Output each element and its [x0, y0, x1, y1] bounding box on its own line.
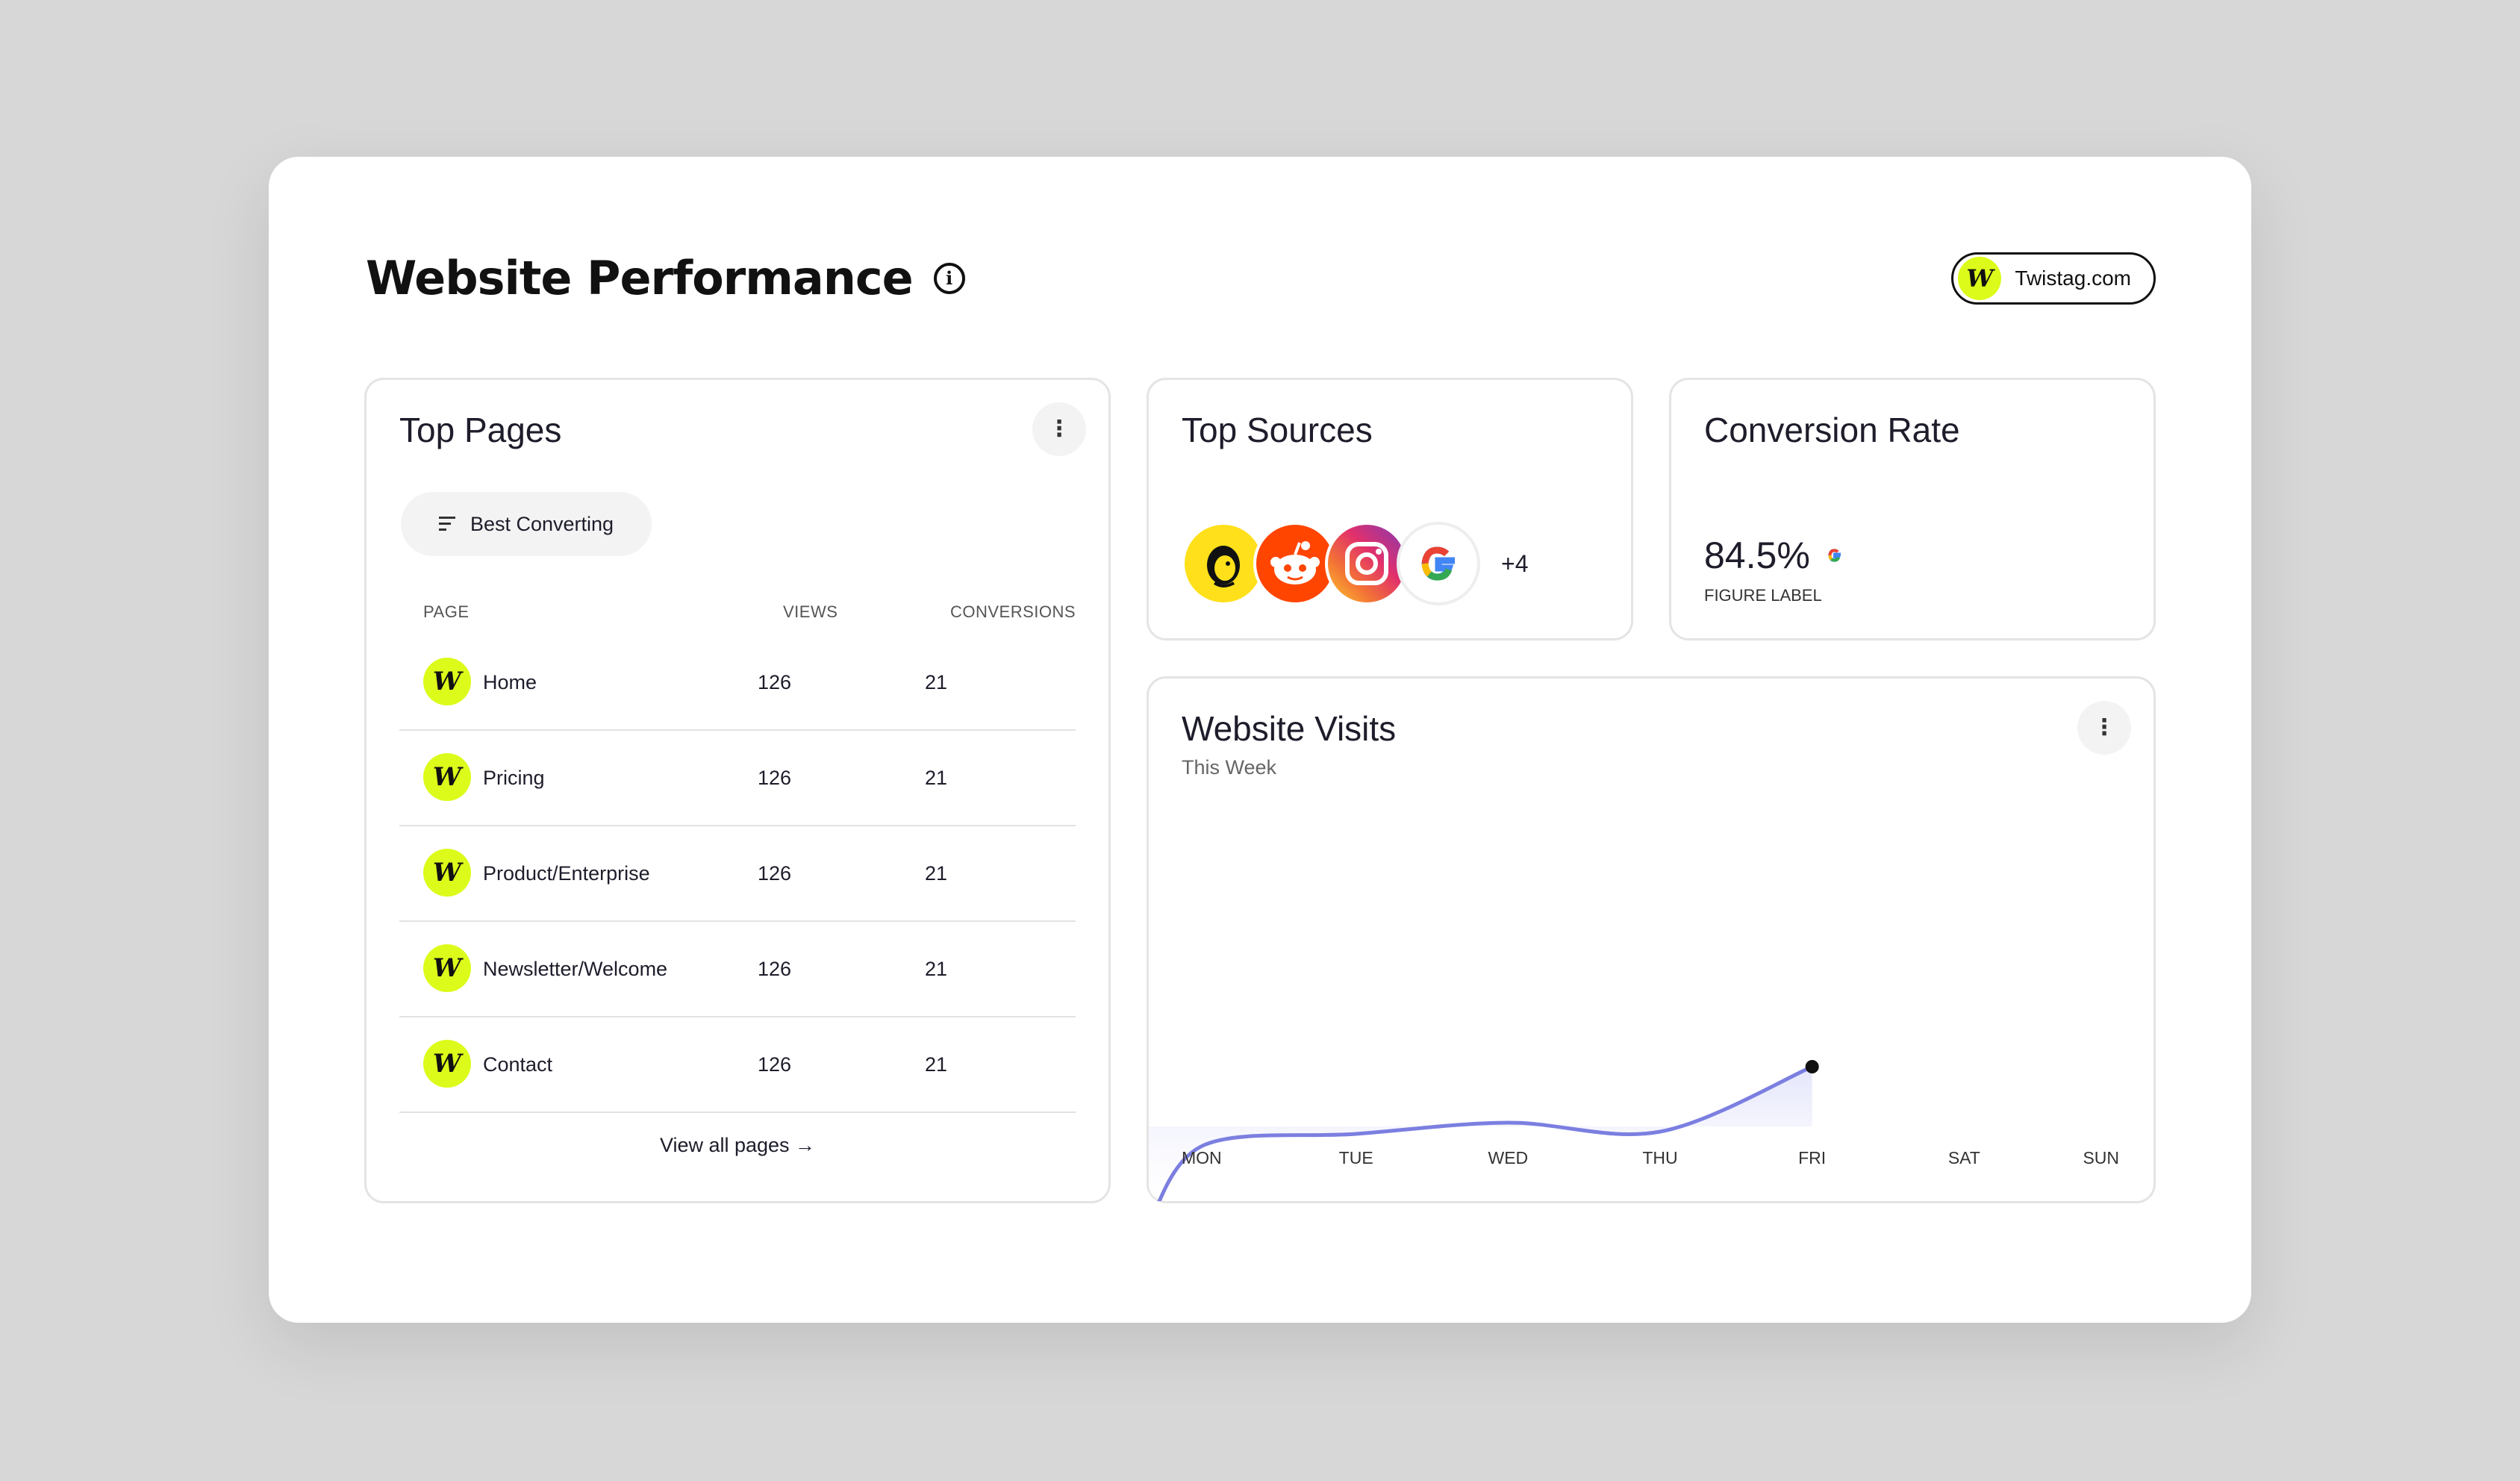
- column-header-conversions[interactable]: CONVERSIONS: [950, 602, 1076, 621]
- page-conversions: 21: [925, 1053, 948, 1076]
- twistag-logo-icon: W: [423, 1040, 471, 1088]
- top-sources-title: Top Sources: [1182, 411, 1373, 449]
- top-pages-title: Top Pages: [399, 411, 562, 449]
- brand-label: Twistag.com: [2015, 266, 2131, 290]
- page-title: Website Performance: [366, 251, 914, 305]
- page-conversions: 21: [925, 958, 948, 980]
- sort-label: Best Converting: [470, 512, 614, 535]
- twistag-logo-icon: W: [423, 658, 471, 705]
- visits-area-fill: [1149, 1067, 1812, 1201]
- top-sources-card: Top Sources: [1147, 378, 1633, 640]
- conversion-rate-card: Conversion Rate 84.5% FIGURE LABEL: [1669, 378, 2156, 640]
- x-tick-label: SAT: [1948, 1148, 1980, 1167]
- title-row: Website Performance i: [366, 251, 965, 305]
- visits-current-point[interactable]: [1805, 1060, 1819, 1073]
- brand-selector-button[interactable]: W Twistag.com: [1951, 252, 2156, 305]
- more-options-icon[interactable]: ⋮: [1032, 402, 1086, 456]
- page-views: 126: [758, 958, 792, 980]
- top-pages-card: Top Pages ⋮ Best Converting PAGE VIEWS C…: [364, 378, 1111, 1203]
- x-tick-label: MON: [1182, 1148, 1222, 1167]
- visits-series-line: [1157, 1064, 1813, 1201]
- twistag-logo-icon: W: [423, 849, 471, 897]
- page-name: Contact: [483, 1053, 553, 1076]
- figure-label: FIGURE LABEL: [1704, 586, 1822, 605]
- column-header-page[interactable]: PAGE: [423, 602, 470, 621]
- google-icon[interactable]: [1397, 522, 1480, 605]
- table-row[interactable]: W Newsletter/Welcome 126 21: [399, 922, 1076, 1017]
- info-icon[interactable]: i: [933, 262, 965, 294]
- more-options-icon[interactable]: ⋮: [2077, 701, 2131, 755]
- table-row[interactable]: W Contact 126 21: [399, 1017, 1076, 1113]
- more-sources-count[interactable]: +4: [1501, 549, 1529, 577]
- website-visits-subtitle: This Week: [1182, 756, 1277, 779]
- mailchimp-icon[interactable]: [1182, 522, 1265, 605]
- x-tick-label: WED: [1488, 1148, 1528, 1167]
- sort-button[interactable]: Best Converting: [401, 492, 652, 556]
- twistag-logo-icon: W: [1958, 257, 2002, 300]
- page-name: Newsletter/Welcome: [483, 958, 668, 980]
- page-name: Home: [483, 671, 537, 693]
- page-conversions: 21: [925, 862, 948, 885]
- table-row[interactable]: W Home 126 21: [399, 635, 1076, 731]
- table-row[interactable]: W Product/Enterprise 126 21: [399, 826, 1076, 922]
- table-row[interactable]: W Pricing 126 21: [399, 731, 1076, 826]
- column-header-views[interactable]: VIEWS: [783, 602, 838, 621]
- website-visits-chart: MON TUE WED THU FRI SAT SUN: [1149, 1060, 2119, 1201]
- page-views: 126: [758, 1053, 792, 1076]
- x-tick-label: TUE: [1339, 1148, 1373, 1167]
- page-views: 126: [758, 671, 792, 693]
- website-performance-panel: Website Performance i W Twistag.com Top …: [269, 157, 2251, 1323]
- page-conversions: 21: [925, 767, 948, 789]
- view-all-pages-link[interactable]: View all pages →: [659, 1134, 816, 1156]
- source-avatars: +4: [1182, 522, 1528, 605]
- x-tick-label: THU: [1642, 1148, 1677, 1167]
- page-views: 126: [758, 862, 792, 885]
- page-name: Pricing: [483, 767, 545, 789]
- twistag-logo-icon: W: [423, 753, 471, 801]
- page-conversions: 21: [925, 671, 948, 693]
- x-tick-label: SUN: [2083, 1148, 2119, 1167]
- website-visits-title: Website Visits: [1182, 709, 1397, 748]
- website-visits-card: MON TUE WED THU FRI SAT SUN Website Visits Thi…: [1147, 676, 2156, 1203]
- twistag-logo-icon: W: [423, 944, 471, 992]
- conversion-rate-title: Conversion Rate: [1704, 411, 1960, 449]
- conversion-rate-value: 84.5%: [1704, 534, 1810, 576]
- google-icon: [1828, 549, 1841, 562]
- page-views: 126: [758, 767, 792, 789]
- x-tick-label: FRI: [1798, 1148, 1826, 1167]
- page-name: Product/Enterprise: [483, 862, 650, 885]
- sort-icon: [438, 515, 460, 533]
- conversion-rate-value-row: 84.5%: [1704, 534, 1849, 577]
